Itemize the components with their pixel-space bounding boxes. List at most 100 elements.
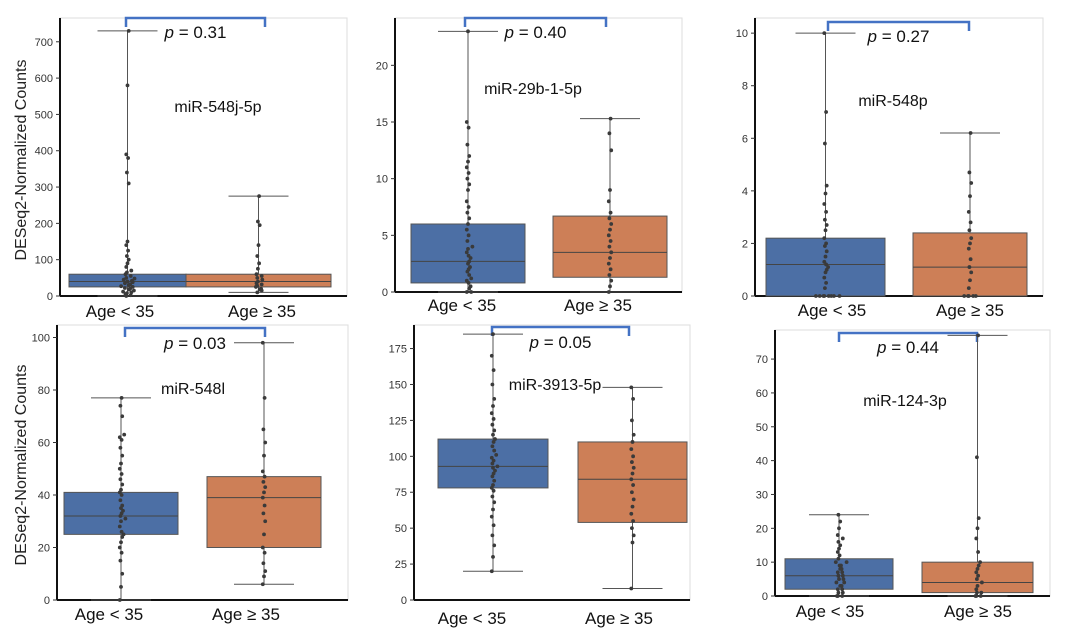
data-point [126, 248, 130, 253]
data-point [464, 290, 469, 294]
plot-frame [56, 324, 349, 601]
data-point [124, 243, 129, 248]
data-point [464, 278, 469, 283]
mirna-title: miR-3913-5p [509, 377, 602, 394]
data-point [630, 418, 634, 423]
data-point [263, 519, 268, 524]
data-point [119, 395, 124, 400]
y-tick-label: 8 [742, 81, 748, 93]
data-point [468, 265, 472, 269]
data-point [126, 156, 130, 160]
data-point [823, 141, 827, 146]
data-point [260, 545, 265, 550]
data-point [630, 440, 635, 444]
data-point [837, 553, 842, 558]
data-point [125, 279, 130, 284]
data-point [130, 285, 135, 289]
mirna-title: miR-548p [858, 93, 927, 110]
data-point [975, 567, 980, 571]
data-point [835, 587, 840, 592]
data-point [492, 478, 497, 483]
y-tick-label: 20 [756, 523, 768, 535]
data-point [840, 590, 845, 595]
data-point [128, 274, 133, 278]
y-tick-label: 0 [44, 595, 50, 607]
p-value-text: = 0.03 [174, 334, 226, 353]
y-tick-label: 500 [35, 109, 53, 121]
data-point [490, 422, 495, 427]
p-value-text: = 0.27 [877, 27, 929, 46]
data-point [491, 417, 496, 421]
data-point [121, 532, 126, 537]
y-tick-label: 80 [38, 385, 50, 397]
data-point [126, 257, 131, 262]
data-point [608, 284, 612, 289]
y-tick-label: 15 [376, 117, 388, 129]
x-category-label: Age ≥ 35 [212, 605, 280, 624]
significance-bracket [826, 20, 971, 31]
data-point [118, 403, 123, 408]
data-point [967, 265, 972, 269]
x-category-label: Age < 35 [438, 609, 507, 628]
y-tick-label: 75 [395, 487, 407, 499]
data-point [119, 487, 123, 492]
data-point [609, 278, 614, 283]
x-category-label: Age ≥ 35 [564, 296, 632, 315]
data-point [822, 202, 827, 206]
boxplot-panel-2: 0 5 10 15 20 p = 0.40 miR-29b-1-5p Age < 35 Age … [376, 16, 683, 315]
p-value-text: = 0.40 [514, 23, 566, 42]
data-point [841, 577, 846, 581]
data-point [120, 503, 125, 508]
data-point [966, 246, 971, 251]
data-point [262, 574, 266, 579]
p-value-symbol: p [164, 23, 174, 42]
data-point [490, 444, 495, 449]
data-point [120, 571, 125, 576]
data-point [976, 550, 980, 554]
data-point [975, 455, 979, 460]
data-point [259, 286, 263, 291]
data-point [833, 560, 838, 565]
data-point [839, 583, 844, 588]
data-point [976, 516, 981, 521]
data-point [262, 490, 266, 495]
data-point [117, 466, 122, 471]
plot-frame [774, 329, 1051, 597]
data-point [491, 404, 495, 408]
data-point [121, 508, 125, 513]
data-point [974, 587, 979, 592]
data-point [123, 286, 127, 290]
boxplot-panel-5: 0 25 50 75 100 125 150 175 p = 0.05 miR-3913-5p Ag… [389, 324, 691, 628]
data-point [491, 488, 496, 493]
data-point [607, 131, 612, 136]
data-point [466, 29, 470, 34]
data-point [608, 267, 613, 272]
data-point [976, 573, 980, 578]
data-point [261, 479, 266, 484]
data-point [489, 514, 494, 519]
data-point [117, 524, 122, 529]
boxplot-panel-3: 0 2 4 6 8 10 p = 0.27 miR-548p Age < 35 Age ≥ 35 [736, 17, 1044, 320]
data-point [255, 254, 260, 258]
data-point [492, 500, 497, 505]
data-point [120, 453, 125, 458]
y-axis-label-bottom: DESeq2-Normalized Counts [13, 365, 30, 566]
data-point [261, 511, 266, 516]
data-point [467, 216, 472, 221]
data-point [606, 233, 611, 238]
data-point [262, 395, 267, 400]
data-point [974, 570, 979, 575]
boxplot-panel-1: 0 100 200 300 400 500 600 700 p = 0.31 miR-548j-5… [35, 16, 348, 321]
data-point [836, 556, 841, 561]
significance-bracket [123, 326, 267, 337]
data-point [821, 294, 826, 298]
data-point [823, 191, 828, 196]
data-point [975, 590, 979, 595]
data-point [263, 485, 268, 490]
data-point [826, 265, 830, 269]
data-point [256, 243, 261, 248]
data-point [491, 507, 495, 512]
p-value-text: = 0.05 [539, 333, 591, 352]
p-value-symbol: p [867, 27, 877, 46]
